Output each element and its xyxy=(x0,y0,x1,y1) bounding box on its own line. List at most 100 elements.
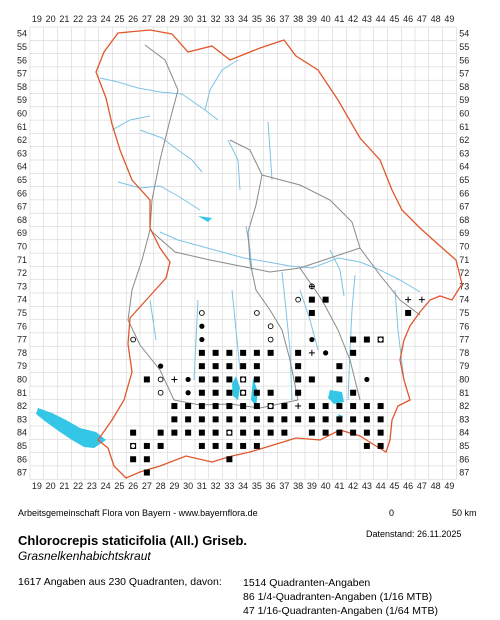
x-tick-label-bottom: 39 xyxy=(307,481,317,491)
record-square-marker xyxy=(185,429,192,436)
x-tick-label-top: 27 xyxy=(142,14,152,24)
x-tick-label-bottom: 31 xyxy=(197,481,207,491)
record-filled-circle-marker xyxy=(199,336,205,343)
y-tick-label-left: 78 xyxy=(17,348,27,358)
y-tick-label-right: 69 xyxy=(459,228,469,238)
x-tick-label-bottom: 43 xyxy=(362,481,372,491)
y-tick-label-left: 68 xyxy=(17,215,27,225)
y-tick-label-left: 62 xyxy=(17,135,27,145)
y-tick-label-right: 80 xyxy=(459,374,469,384)
common-name: Grasnelkenhabichtskraut xyxy=(18,549,151,563)
record-plus-marker xyxy=(418,296,425,303)
y-tick-label-right: 71 xyxy=(459,255,469,265)
record-square-marker xyxy=(171,416,178,423)
record-square-marker xyxy=(267,349,274,356)
count-list: 1514 Quadranten-Angaben 86 1/4-Quadrante… xyxy=(243,576,438,618)
record-square-marker xyxy=(198,442,205,449)
record-square-marker xyxy=(143,469,150,476)
scale-zero-label: 0 xyxy=(389,508,395,518)
y-tick-label-right: 54 xyxy=(459,29,469,39)
record-filled-circle-marker xyxy=(254,363,260,369)
record-square-marker xyxy=(185,416,192,423)
record-square-marker xyxy=(212,389,219,396)
x-tick-label-bottom: 49 xyxy=(444,481,454,491)
y-tick-label-right: 76 xyxy=(459,321,469,331)
record-plus-marker xyxy=(171,376,178,383)
y-tick-label-right: 84 xyxy=(459,428,469,438)
y-tick-label-left: 55 xyxy=(17,42,27,52)
x-tick-label-bottom: 20 xyxy=(46,481,56,491)
y-tick-label-right: 57 xyxy=(459,69,469,79)
x-tick-label-bottom: 36 xyxy=(266,481,276,491)
record-square-marker xyxy=(295,416,302,423)
record-open-circle-marker xyxy=(199,310,205,316)
x-tick-label-bottom: 42 xyxy=(348,481,358,491)
distribution-map: 1919202021212222232324242525262627272828… xyxy=(17,14,469,491)
occurrence-markers xyxy=(130,283,425,476)
y-tick-label-left: 73 xyxy=(17,281,27,291)
y-tick-label-left: 85 xyxy=(17,441,27,451)
y-tick-label-left: 72 xyxy=(17,268,27,278)
record-open-circle-marker xyxy=(130,443,136,449)
record-square-marker xyxy=(377,442,384,449)
record-square-marker xyxy=(212,376,219,383)
y-tick-label-left: 60 xyxy=(17,108,27,118)
record-square-marker xyxy=(253,429,260,436)
record-square-marker xyxy=(130,456,137,463)
map-grid xyxy=(29,26,457,480)
y-tick-label-left: 87 xyxy=(17,468,27,478)
y-tick-label-right: 72 xyxy=(459,268,469,278)
record-open-circle-marker xyxy=(267,323,274,330)
record-square-marker xyxy=(198,403,205,410)
y-tick-label-right: 56 xyxy=(459,55,469,65)
count-quarter-quadrant: 86 1/4-Quadranten-Angaben (1/16 MTB) xyxy=(243,591,433,603)
y-tick-label-left: 66 xyxy=(17,188,27,198)
record-square-marker xyxy=(322,296,329,303)
count-quadrant: 1514 Quadranten-Angaben xyxy=(243,577,371,589)
y-tick-label-right: 73 xyxy=(459,281,469,291)
record-square-marker xyxy=(253,349,260,356)
x-tick-label-top: 34 xyxy=(238,14,248,24)
record-square-marker xyxy=(336,429,343,436)
record-square-marker xyxy=(308,429,315,436)
record-square-marker xyxy=(350,336,357,343)
x-tick-label-bottom: 44 xyxy=(376,481,386,491)
x-tick-label-bottom: 45 xyxy=(389,481,399,491)
lake-small-1 xyxy=(198,216,212,222)
x-tick-label-top: 30 xyxy=(183,14,193,24)
y-tick-label-left: 79 xyxy=(17,361,27,371)
record-filled-circle-marker xyxy=(364,376,370,383)
x-tick-label-top: 26 xyxy=(128,14,138,24)
record-square-marker xyxy=(308,403,315,410)
record-square-marker xyxy=(185,403,192,410)
record-square-marker xyxy=(350,349,357,356)
lakes xyxy=(36,216,344,448)
record-open-circle-marker xyxy=(157,389,164,396)
x-tick-label-top: 38 xyxy=(293,14,303,24)
y-tick-label-left: 81 xyxy=(17,388,27,398)
record-square-marker xyxy=(405,309,412,316)
y-tick-label-right: 63 xyxy=(459,148,469,158)
y-tick-label-left: 69 xyxy=(17,228,27,238)
x-tick-label-top: 28 xyxy=(156,14,166,24)
record-square-marker xyxy=(377,416,384,423)
record-square-marker xyxy=(253,416,260,423)
record-plus-marker xyxy=(281,403,288,410)
record-square-marker xyxy=(253,403,260,410)
record-square-marker xyxy=(322,403,329,410)
x-tick-label-bottom: 29 xyxy=(169,481,179,491)
record-square-marker xyxy=(308,416,315,423)
record-square-marker xyxy=(226,416,233,423)
record-square-marker xyxy=(308,296,315,303)
x-tick-label-top: 36 xyxy=(266,14,276,24)
record-square-marker xyxy=(377,403,384,410)
record-open-circle-marker xyxy=(267,403,274,409)
y-tick-label-left: 71 xyxy=(17,255,27,265)
x-tick-label-bottom: 38 xyxy=(293,481,303,491)
y-tick-label-left: 63 xyxy=(17,148,27,158)
record-filled-circle-marker xyxy=(323,350,329,356)
record-filled-circle-marker xyxy=(309,336,315,343)
record-open-circle-marker xyxy=(157,376,164,383)
y-tick-label-left: 83 xyxy=(17,414,27,424)
x-tick-label-top: 39 xyxy=(307,14,317,24)
